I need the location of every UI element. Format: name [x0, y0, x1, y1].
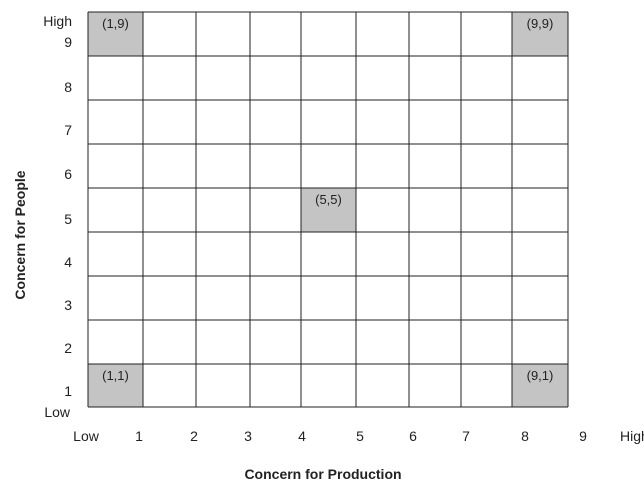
x-tick-label: 3	[244, 428, 252, 444]
y-tick-label: 4	[64, 254, 72, 270]
y-tick-label: 9	[64, 34, 72, 50]
y-tick-label: 2	[64, 340, 72, 356]
y-axis-low-label: Low	[44, 404, 71, 420]
y-axis-title: Concern for People	[12, 170, 28, 299]
x-tick-label: 9	[579, 428, 587, 444]
cell-coordinate-label: (1,1)	[102, 368, 129, 383]
y-axis-high-label: High	[43, 13, 72, 29]
x-axis-low-label: Low	[73, 428, 100, 444]
y-tick-label: 5	[64, 211, 72, 227]
x-tick-label: 8	[521, 428, 529, 444]
highlight-cell	[301, 188, 356, 232]
highlight-cell	[88, 364, 143, 407]
y-tick-label: 8	[64, 79, 72, 95]
y-tick-label: 3	[64, 297, 72, 313]
axis-labels: 1 2 3 4 5 6 7 8 9 1 2 3 4 5 6 7 8 9	[64, 34, 587, 444]
x-tick-label: 2	[190, 428, 198, 444]
x-tick-label: 7	[462, 428, 470, 444]
grid-lines	[87, 11, 569, 408]
x-tick-label: 1	[135, 428, 143, 444]
cell-coordinate-label: (9,9)	[527, 16, 554, 31]
cell-coordinate-label: (9,1)	[527, 368, 554, 383]
x-tick-label: 6	[409, 428, 417, 444]
highlight-cell	[512, 12, 568, 56]
highlight-cell	[88, 12, 143, 56]
y-tick-label: 1	[64, 383, 72, 399]
highlighted-cells: (1,9) (9,9) (5,5) (1,1) (9,1)	[88, 12, 568, 407]
x-tick-label: 5	[356, 428, 364, 444]
y-tick-label: 7	[64, 122, 72, 138]
highlight-cell	[512, 364, 568, 407]
x-axis-high-label: High	[620, 428, 644, 444]
x-tick-label: 4	[298, 428, 306, 444]
x-axis-title: Concern for Production	[244, 466, 401, 482]
cell-coordinate-label: (1,9)	[102, 16, 129, 31]
y-tick-label: 6	[64, 166, 72, 182]
cell-coordinate-label: (5,5)	[315, 192, 342, 207]
